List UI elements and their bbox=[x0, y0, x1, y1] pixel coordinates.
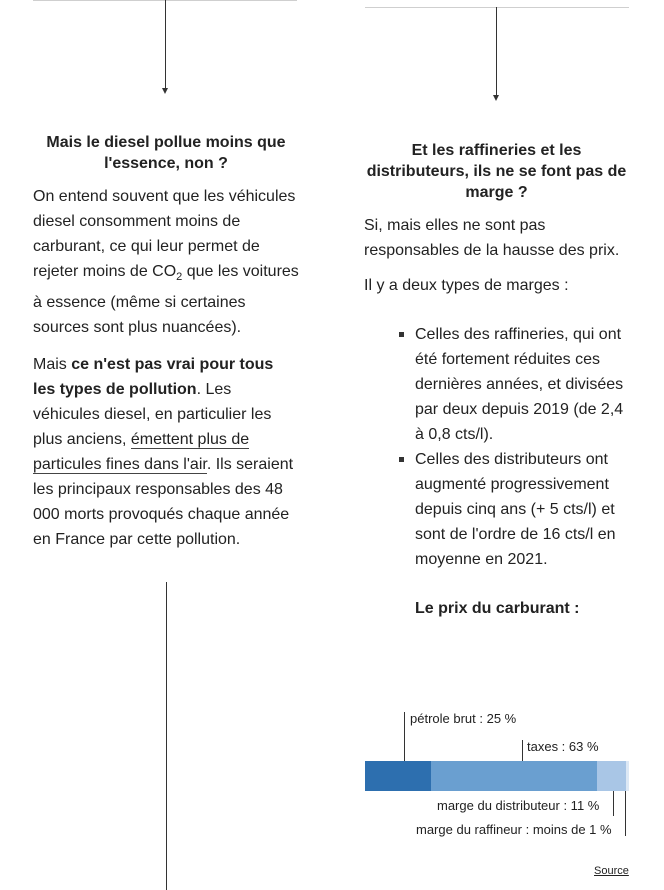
margins-card: Et les raffineries et les distributeurs,… bbox=[364, 140, 629, 618]
chart-title: Le prix du carburant : bbox=[415, 600, 580, 617]
data-label: taxes : 63 % bbox=[527, 739, 599, 754]
bullet-square-icon bbox=[399, 457, 404, 462]
right-top-divider bbox=[365, 7, 629, 8]
data-label: marge du distributeur : 11 % bbox=[437, 798, 600, 813]
annotation-leader-line bbox=[522, 740, 523, 761]
right-top-arrow bbox=[493, 95, 499, 101]
list-item: Celles des raffineries, qui ont été fort… bbox=[364, 322, 629, 447]
annotation-leader-line bbox=[613, 791, 614, 816]
bar-segment-petrole-brut bbox=[365, 761, 431, 791]
margins-paragraph-2: Il y a deux types de marges : bbox=[364, 277, 569, 294]
data-label: marge du raffineur : moins de 1 % bbox=[416, 822, 612, 837]
data-label: pétrole brut : 25 % bbox=[410, 711, 517, 726]
bullet-square-icon bbox=[399, 332, 404, 337]
left-top-connector bbox=[165, 0, 166, 88]
diesel-paragraph-1: On entend souvent que les véhicules dies… bbox=[33, 188, 299, 337]
bar-segment-marge-du-distributeur bbox=[597, 761, 626, 791]
margins-card-title: Et les raffineries et les distributeurs,… bbox=[366, 142, 627, 201]
margins-list: Celles des raffineries, qui ont été fort… bbox=[364, 322, 629, 572]
diesel-card-title: Mais le diesel pollue moins que l'essenc… bbox=[46, 134, 286, 172]
margins-paragraph-1: Si, mais elles ne sont pas responsables … bbox=[364, 217, 620, 259]
source-link[interactable]: Source bbox=[594, 865, 629, 877]
list-item: Celles des distributeurs ont augmenté pr… bbox=[364, 447, 629, 572]
left-bottom-connector bbox=[166, 582, 167, 890]
pollution-emphasis: ce n'est pas vrai pour tous les types de… bbox=[33, 356, 274, 399]
bar-segment-marge-du-raffineur bbox=[626, 761, 629, 791]
bar-segment-taxes bbox=[431, 761, 597, 791]
fine-particles-link[interactable]: émettent plus de particules fines dans l… bbox=[33, 431, 250, 475]
annotation-leader-line bbox=[404, 712, 405, 761]
diesel-paragraph-2: Mais ce n'est pas vrai pour tous les typ… bbox=[33, 356, 294, 549]
annotation-leader-line bbox=[625, 791, 626, 836]
left-top-arrow bbox=[162, 88, 168, 94]
diesel-pollution-card: Mais le diesel pollue moins que l'essenc… bbox=[33, 132, 299, 552]
right-top-connector bbox=[496, 7, 497, 95]
